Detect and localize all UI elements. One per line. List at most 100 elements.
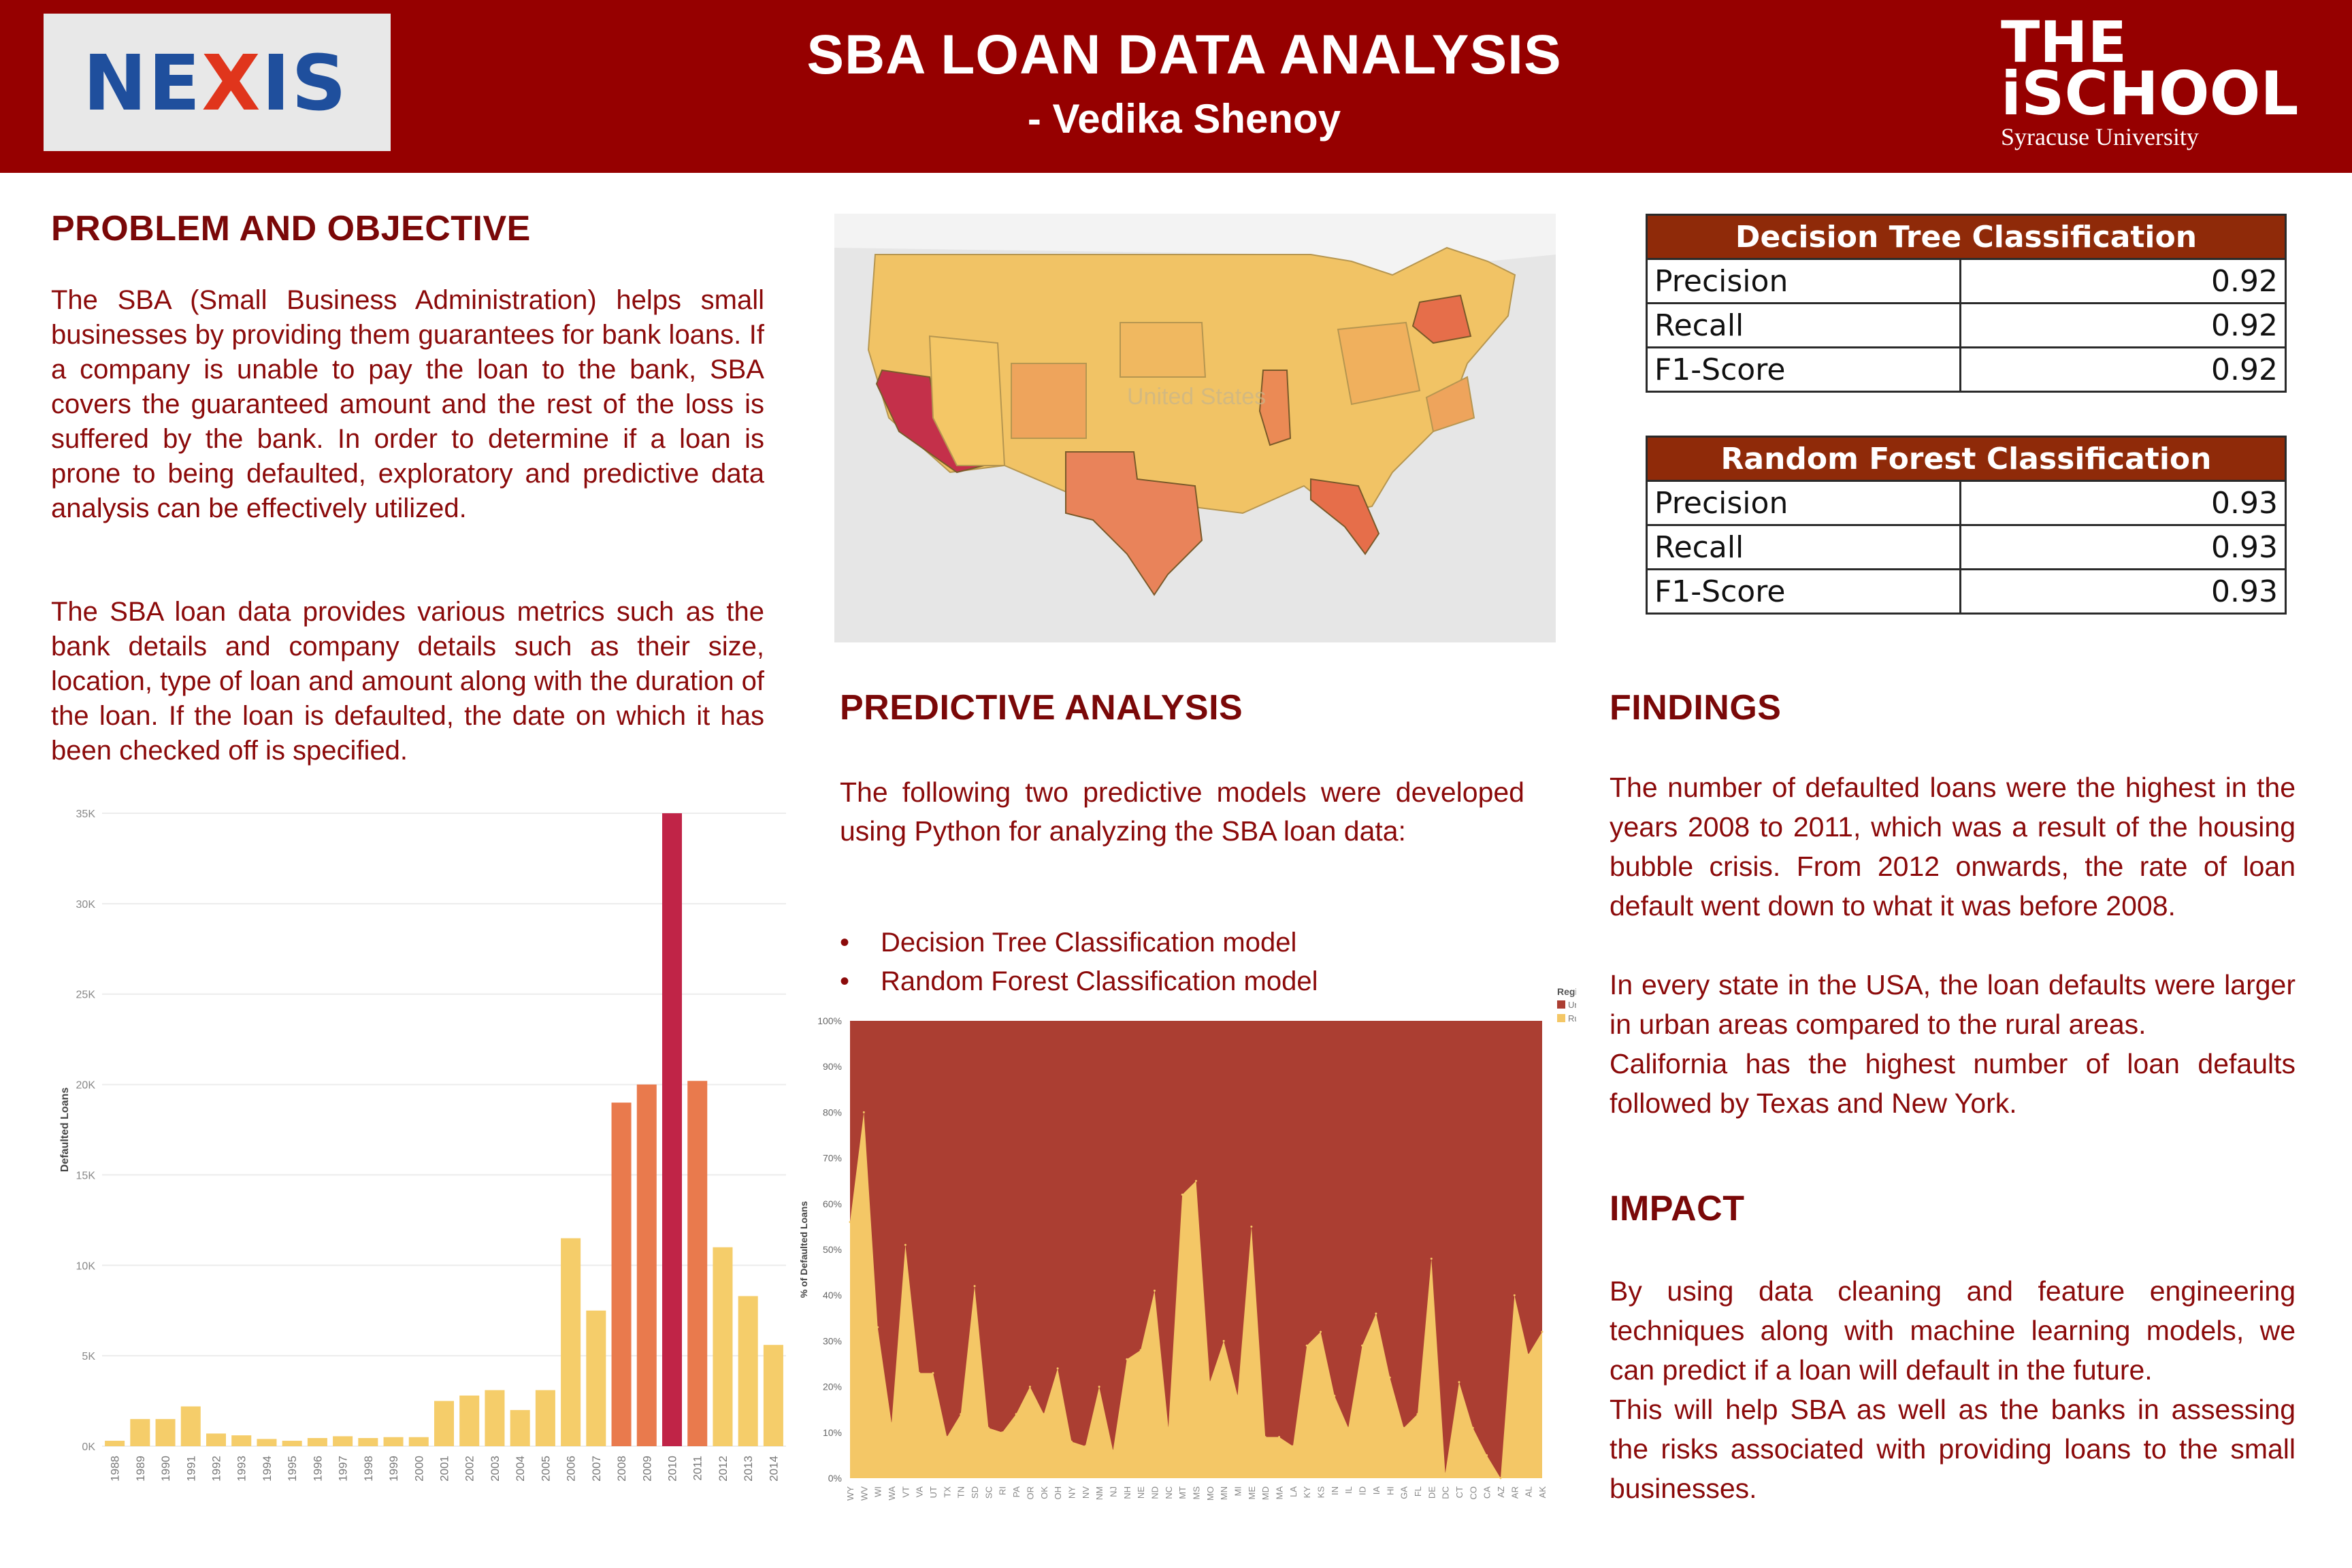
bar-2002 (459, 1395, 480, 1446)
x-tick-label: MI (1233, 1486, 1243, 1496)
data-point-TX (945, 1436, 948, 1439)
x-tick-label: 2005 (539, 1456, 552, 1482)
map-canada (834, 214, 1556, 275)
data-point-WV (862, 1111, 865, 1113)
x-tick-label: DC (1441, 1486, 1451, 1499)
data-point-SD (973, 1285, 976, 1288)
x-tick-label: ME (1247, 1486, 1257, 1500)
map-illinois (1258, 370, 1292, 446)
bar-2006 (561, 1238, 581, 1446)
y-axis-label: % of Defaulted Loans (798, 1201, 809, 1298)
bar-1990 (155, 1419, 176, 1446)
y-tick-label: 35K (76, 808, 96, 820)
bar-2014 (763, 1345, 783, 1446)
data-point-VA (918, 1371, 921, 1374)
bar-2005 (535, 1390, 555, 1446)
x-tick-label: SC (983, 1486, 994, 1499)
findings-paragraph-3: California has the highest number of loa… (1610, 1048, 2296, 1119)
y-tick-label: 60% (823, 1198, 842, 1209)
bar-1997 (333, 1436, 353, 1446)
y-tick-label: 25K (76, 990, 96, 1001)
legend-title: Region (1557, 986, 1576, 997)
bar-2000 (408, 1437, 429, 1446)
poster-title: SBA LOAN DATA ANALYSIS (806, 24, 1562, 86)
x-tick-label: PA (1011, 1486, 1022, 1498)
data-point-NH (1126, 1358, 1128, 1360)
metric-label: F1-Score (1646, 568, 1961, 615)
map-country-label: United States (1127, 384, 1266, 410)
x-tick-label: NM (1094, 1486, 1105, 1500)
x-tick-label: OH (1053, 1486, 1063, 1500)
metric-value: 0.92 (1959, 346, 2287, 393)
data-point-OK (1043, 1413, 1045, 1416)
metric-value: 0.92 (1959, 302, 2287, 348)
legend-swatch-urban (1557, 1000, 1565, 1009)
data-point-FL (1416, 1413, 1419, 1416)
bar-1991 (180, 1406, 201, 1446)
x-tick-label: CA (1482, 1486, 1492, 1499)
table-row: Precision 0.92 (1646, 258, 2287, 304)
impact-heading: IMPACT (1610, 1189, 1745, 1228)
y-tick-label: 0K (82, 1441, 95, 1453)
data-point-AZ (1499, 1477, 1502, 1480)
bar-1993 (231, 1435, 252, 1446)
defaulted-loans-by-year-chart: 0K 5K 10K 15K 20K 25K 30K 35K Defaulted Loans 198… (59, 808, 786, 1482)
x-tick-label: NY (1066, 1486, 1077, 1499)
predictive-paragraph: The following two predictive models were… (840, 777, 1524, 847)
bar-1989 (130, 1419, 150, 1446)
y-tick-label: 15K (76, 1170, 96, 1181)
bar-1998 (358, 1438, 378, 1446)
problem-heading: PROBLEM AND OBJECTIVE (51, 209, 531, 248)
findings-heading: FINDINGS (1610, 688, 1782, 728)
bar-2007 (586, 1310, 606, 1446)
data-point-PA (1015, 1413, 1017, 1416)
x-tick-label: 1995 (286, 1456, 299, 1482)
x-tick-label: DE (1426, 1486, 1437, 1499)
data-point-MI (1237, 1394, 1239, 1397)
x-tick-label: 2012 (717, 1456, 730, 1482)
y-tick-label: 90% (823, 1061, 842, 1072)
x-tick-label: 1993 (235, 1456, 248, 1482)
bar-1992 (206, 1433, 227, 1446)
data-point-NV (1084, 1445, 1087, 1448)
x-tick-label: MO (1205, 1486, 1215, 1501)
x-tick-label: NC (1164, 1486, 1174, 1499)
decision-tree-table-title: Decision Tree Classification (1646, 214, 2287, 260)
legend-label-urban: Urban (1568, 1000, 1576, 1010)
x-tick-label: ND (1149, 1486, 1160, 1499)
rural-area (850, 1112, 1542, 1478)
data-point-IN (1333, 1394, 1336, 1397)
data-point-TN (960, 1413, 962, 1416)
y-tick-label: 10% (823, 1427, 842, 1438)
map-nevada-utah (928, 335, 1006, 466)
data-point-IA (1375, 1312, 1377, 1315)
header-banner: NEXIS SBA LOAN DATA ANALYSIS - Vedika Sh… (0, 0, 2352, 173)
metric-label: Precision (1646, 480, 1961, 526)
problem-paragraph-2: The SBA loan data provides various metri… (51, 597, 764, 766)
bar-2010 (662, 813, 683, 1446)
map-texas (1065, 451, 1203, 596)
x-tick-label: 2004 (514, 1456, 527, 1482)
y-axis-label: Defaulted Loans (59, 1088, 71, 1173)
map-florida (1310, 478, 1380, 555)
bar-2012 (713, 1247, 733, 1446)
y-tick-label: 20% (823, 1382, 842, 1392)
x-tick-label: IA (1371, 1486, 1382, 1495)
data-point-NY (1070, 1440, 1073, 1443)
y-tick-label: 70% (823, 1153, 842, 1164)
y-tick-label: 80% (823, 1107, 842, 1117)
data-point-NE (1139, 1349, 1142, 1352)
bar-1999 (383, 1437, 404, 1446)
y-tick-label: 20K (76, 1080, 96, 1092)
data-point-NM (1098, 1386, 1100, 1388)
map-nebraska (1120, 322, 1207, 378)
x-tick-label: 2002 (463, 1456, 476, 1482)
bar-2001 (434, 1401, 455, 1446)
bar-2013 (738, 1296, 758, 1446)
y-tick-label: 100% (817, 1015, 842, 1026)
data-point-ID (1361, 1344, 1364, 1347)
x-tick-label: WA (887, 1486, 897, 1501)
x-tick-label: TN (956, 1486, 966, 1498)
bar-2003 (485, 1390, 505, 1446)
table-row: F1-Score 0.92 (1646, 346, 2287, 393)
